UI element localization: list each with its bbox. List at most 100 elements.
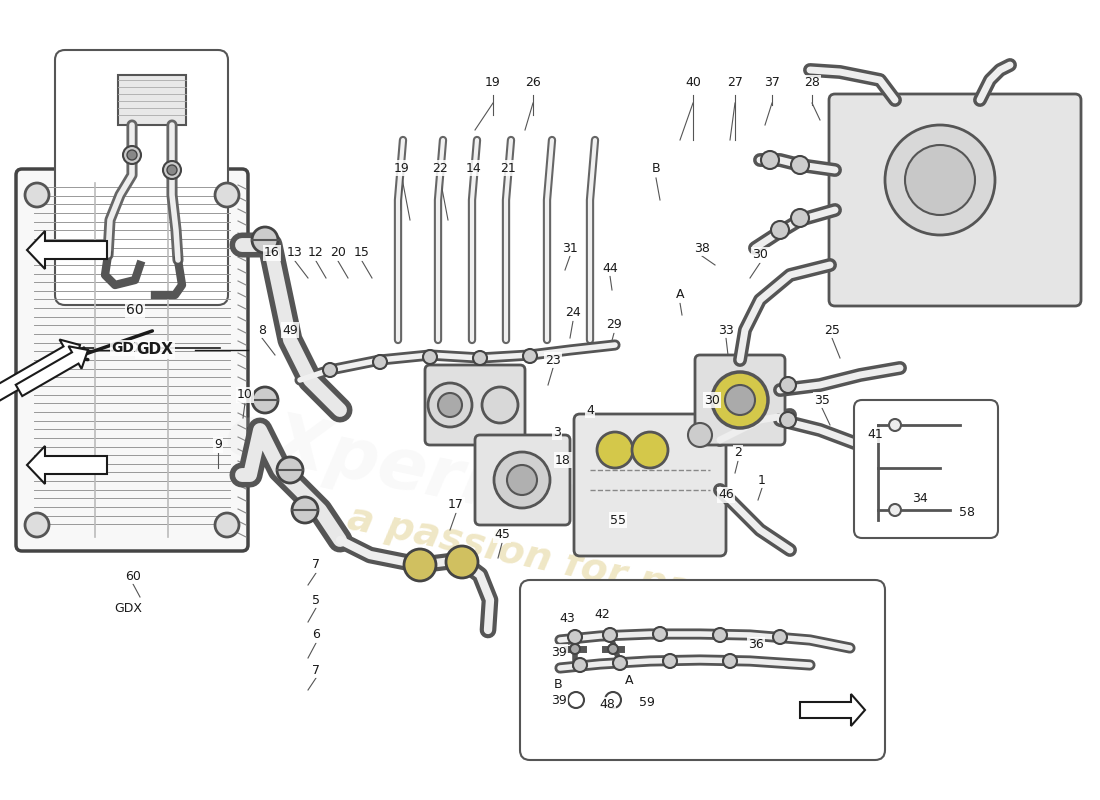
Text: 55: 55 bbox=[610, 514, 626, 526]
Text: 39: 39 bbox=[551, 646, 566, 658]
Text: 29: 29 bbox=[606, 318, 621, 331]
Text: 43: 43 bbox=[559, 611, 575, 625]
Text: 41: 41 bbox=[867, 429, 883, 442]
Text: 46: 46 bbox=[718, 489, 734, 502]
Circle shape bbox=[438, 393, 462, 417]
Text: 40: 40 bbox=[685, 77, 701, 90]
Circle shape bbox=[653, 627, 667, 641]
Circle shape bbox=[603, 628, 617, 642]
Text: 18: 18 bbox=[556, 454, 571, 466]
Circle shape bbox=[522, 349, 537, 363]
Text: 24: 24 bbox=[565, 306, 581, 319]
Text: A: A bbox=[625, 674, 634, 686]
FancyBboxPatch shape bbox=[695, 355, 785, 445]
FancyBboxPatch shape bbox=[854, 400, 998, 538]
Text: 10: 10 bbox=[238, 389, 253, 402]
Text: 36: 36 bbox=[748, 638, 763, 651]
Circle shape bbox=[723, 654, 737, 668]
Text: 13: 13 bbox=[287, 246, 303, 259]
Polygon shape bbox=[28, 231, 107, 269]
Text: 22: 22 bbox=[432, 162, 448, 174]
Circle shape bbox=[25, 513, 50, 537]
Polygon shape bbox=[0, 339, 80, 402]
Circle shape bbox=[473, 351, 487, 365]
Text: 19: 19 bbox=[394, 162, 410, 174]
Circle shape bbox=[277, 457, 302, 483]
Text: 2: 2 bbox=[734, 446, 741, 459]
Circle shape bbox=[446, 546, 478, 578]
Circle shape bbox=[761, 151, 779, 169]
Text: 20: 20 bbox=[330, 246, 345, 259]
Circle shape bbox=[292, 497, 318, 523]
Text: 21: 21 bbox=[500, 162, 516, 174]
Circle shape bbox=[597, 432, 632, 468]
FancyBboxPatch shape bbox=[574, 414, 726, 556]
Text: 4: 4 bbox=[586, 403, 594, 417]
Text: GDX: GDX bbox=[111, 341, 145, 355]
Circle shape bbox=[507, 465, 537, 495]
Circle shape bbox=[570, 644, 580, 654]
Text: 8: 8 bbox=[258, 323, 266, 337]
Circle shape bbox=[214, 513, 239, 537]
Text: 25: 25 bbox=[824, 323, 840, 337]
Text: GDX: GDX bbox=[114, 602, 142, 614]
Text: 3: 3 bbox=[553, 426, 561, 438]
Text: 59: 59 bbox=[639, 697, 654, 710]
Circle shape bbox=[608, 644, 618, 654]
Text: 7: 7 bbox=[312, 558, 320, 571]
Circle shape bbox=[482, 387, 518, 423]
Circle shape bbox=[323, 363, 337, 377]
Text: 9: 9 bbox=[214, 438, 222, 451]
Circle shape bbox=[25, 183, 50, 207]
FancyBboxPatch shape bbox=[425, 365, 525, 445]
Circle shape bbox=[889, 419, 901, 431]
Text: 35: 35 bbox=[814, 394, 829, 406]
Text: 26: 26 bbox=[525, 77, 541, 90]
Text: 31: 31 bbox=[562, 242, 578, 254]
Text: 27: 27 bbox=[727, 77, 742, 90]
Bar bbox=[118, 75, 186, 125]
Text: 14: 14 bbox=[466, 162, 482, 174]
Circle shape bbox=[252, 227, 278, 253]
Text: 42: 42 bbox=[594, 607, 609, 621]
Circle shape bbox=[773, 630, 786, 644]
Text: eXperience: eXperience bbox=[219, 398, 681, 562]
Text: 60: 60 bbox=[126, 303, 144, 317]
Circle shape bbox=[663, 654, 676, 668]
Circle shape bbox=[780, 377, 796, 393]
Circle shape bbox=[905, 145, 975, 215]
Text: 12: 12 bbox=[308, 246, 323, 259]
Polygon shape bbox=[15, 346, 88, 396]
Circle shape bbox=[889, 504, 901, 516]
Circle shape bbox=[573, 658, 587, 672]
Circle shape bbox=[725, 385, 755, 415]
Text: B: B bbox=[651, 162, 660, 174]
Circle shape bbox=[123, 146, 141, 164]
Text: A: A bbox=[675, 289, 684, 302]
Circle shape bbox=[404, 549, 436, 581]
Text: 30: 30 bbox=[704, 394, 719, 406]
Circle shape bbox=[713, 628, 727, 642]
Circle shape bbox=[163, 161, 182, 179]
Text: 34: 34 bbox=[912, 491, 928, 505]
Text: 7: 7 bbox=[312, 663, 320, 677]
Text: 16: 16 bbox=[264, 246, 279, 259]
Text: a passion for parts: a passion for parts bbox=[344, 498, 756, 622]
Circle shape bbox=[791, 209, 808, 227]
Text: 17: 17 bbox=[448, 498, 464, 511]
Text: 23: 23 bbox=[546, 354, 561, 366]
Text: 60: 60 bbox=[125, 570, 141, 582]
Circle shape bbox=[373, 355, 387, 369]
Text: 5: 5 bbox=[312, 594, 320, 606]
Circle shape bbox=[771, 221, 789, 239]
Text: 19: 19 bbox=[485, 77, 501, 90]
Text: 15: 15 bbox=[354, 246, 370, 259]
Text: 30: 30 bbox=[752, 249, 768, 262]
Text: 45: 45 bbox=[494, 529, 510, 542]
Text: 49: 49 bbox=[282, 323, 298, 337]
Circle shape bbox=[712, 372, 768, 428]
Circle shape bbox=[424, 350, 437, 364]
Circle shape bbox=[167, 165, 177, 175]
Text: B: B bbox=[553, 678, 562, 691]
Circle shape bbox=[632, 432, 668, 468]
